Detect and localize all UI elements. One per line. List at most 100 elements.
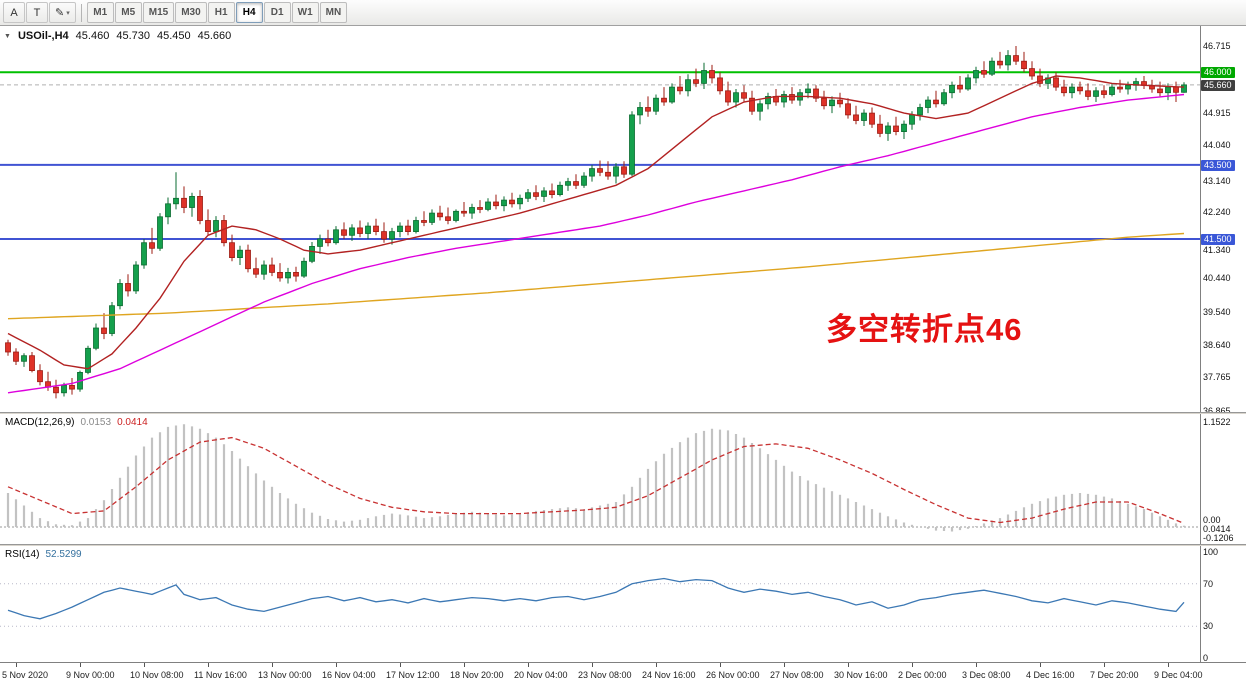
ohlc-toggle-icon[interactable]: ▼ — [4, 32, 11, 40]
rsi-line — [7, 577, 1185, 620]
rsi-name: RSI(14) — [5, 549, 40, 560]
rsi-value: 52.5299 — [45, 549, 82, 560]
price-axis-label: 46.715 — [1203, 40, 1231, 51]
rsi-axis-label: 0 — [1203, 653, 1209, 662]
rsi-panel-splitter[interactable] — [0, 544, 1246, 546]
timeframe-button-h4[interactable]: H4 — [235, 2, 263, 23]
time-axis-label: 27 Nov 08:00 — [770, 670, 824, 680]
macd-panel: MACD(12,26,9) 0.0153 0.0414 1.1522 0.00 0.… — [0, 414, 1246, 544]
time-tick — [464, 663, 465, 667]
ma-magenta-line — [7, 93, 1185, 394]
rsi-axis: 100 70 30 0 — [1200, 546, 1246, 662]
price-axis-label: 38.640 — [1203, 340, 1231, 350]
timeframe-button-m1[interactable]: M1 — [86, 2, 114, 23]
macd-histogram — [6, 424, 1186, 532]
toolbar: A T ✎ ▾ M1 M5 M15 M30 H1 H4 D1 W1 MN — [0, 0, 1246, 26]
timeframe-button-d1[interactable]: D1 — [263, 2, 291, 23]
ma-orange-line — [7, 232, 1185, 320]
time-axis-label: 9 Dec 04:00 — [1154, 670, 1203, 680]
time-tick — [272, 663, 273, 667]
timeframe-button-m15[interactable]: M15 — [142, 2, 175, 23]
time-tick — [592, 663, 593, 667]
rsi-axis-label: 70 — [1203, 578, 1214, 589]
time-tick — [1168, 663, 1169, 667]
main-chart-panel: ▼ USOil-,H4 45.460 45.730 45.450 45.660 … — [0, 26, 1246, 412]
time-axis-label: 16 Nov 04:00 — [322, 670, 376, 680]
chart-annotation-text: 多空转折点46 — [826, 312, 1023, 347]
rsi-canvas — [0, 577, 1200, 627]
time-tick — [656, 663, 657, 667]
time-tick — [336, 663, 337, 667]
macd-name: MACD(12,26,9) — [5, 417, 75, 428]
timeframe-button-w1[interactable]: W1 — [291, 2, 319, 23]
macd-axis: 1.1522 0.00 0.0414 -0.1206 — [1200, 414, 1246, 544]
rsi-label: RSI(14) 52.5299 — [5, 549, 82, 560]
macd-axis-label: 1.1522 — [1203, 417, 1231, 427]
candlesticks — [5, 46, 1187, 399]
price-chart-surface[interactable]: ▼ USOil-,H4 45.460 45.730 45.450 45.660 … — [0, 26, 1200, 412]
time-axis-label: 23 Nov 08:00 — [578, 670, 632, 680]
rsi-axis-label: 100 — [1203, 547, 1219, 557]
price-axis-label: 36.865 — [1203, 405, 1231, 412]
pencil-icon: ✎ — [55, 7, 65, 19]
time-axis-label: 10 Nov 08:00 — [130, 670, 184, 680]
time-axis-label: 20 Nov 04:00 — [514, 670, 568, 680]
timeframe-button-mn[interactable]: MN — [319, 2, 348, 23]
horizontal-lines — [0, 71, 1200, 240]
time-axis-label: 30 Nov 16:00 — [834, 670, 888, 680]
price-level-badge: 41.500 — [1201, 234, 1235, 245]
text-label-tool-button[interactable]: A — [3, 2, 25, 23]
high-value: 45.730 — [116, 30, 150, 42]
low-value: 45.450 — [156, 30, 191, 42]
time-tick — [16, 663, 17, 667]
time-tick — [1040, 663, 1041, 667]
price-axis-label: 44.040 — [1203, 139, 1231, 150]
price-level-badge: 43.500 — [1201, 159, 1235, 171]
timeframe-group: M1 M5 M15 M30 H1 H4 D1 W1 MN — [86, 2, 348, 23]
macd-signal-line — [7, 436, 1185, 525]
timeframe-button-m30[interactable]: M30 — [175, 2, 207, 23]
time-axis-label: 11 Nov 16:00 — [194, 670, 247, 680]
timeframe-button-h1[interactable]: H1 — [207, 2, 235, 23]
time-axis[interactable]: 5 Nov 2020 9 Nov 00:00 10 Nov 08:00 11 Nov … — [0, 662, 1246, 694]
rsi-chart-surface[interactable]: RSI(14) 52.5299 — [0, 546, 1200, 662]
time-axis-label: 24 Nov 16:00 — [642, 670, 696, 680]
price-axis-label: 40.440 — [1203, 273, 1231, 284]
macd-value: 0.0153 — [80, 417, 112, 428]
macd-signal-value: 0.0414 — [117, 417, 148, 428]
time-tick — [912, 663, 913, 667]
text-box-tool-button[interactable]: T — [26, 2, 48, 23]
time-axis-label: 17 Nov 12:00 — [386, 670, 440, 680]
price-chart-canvas — [0, 46, 1200, 399]
price-level-badge: 46.000 — [1201, 67, 1235, 79]
time-axis-label: 5 Nov 2020 — [2, 670, 49, 680]
price-axis-label: 39.540 — [1203, 306, 1231, 317]
time-tick — [1104, 663, 1105, 667]
time-tick — [208, 663, 209, 667]
price-axis-label: 44.915 — [1203, 107, 1231, 118]
time-axis-label: 3 Dec 08:00 — [962, 670, 1011, 680]
macd-panel-splitter[interactable] — [0, 412, 1246, 414]
rsi-axis-label: 30 — [1203, 621, 1214, 632]
time-axis-label: 13 Nov 00:00 — [258, 670, 312, 680]
symbol-period-label: USOil-,H4 — [17, 30, 69, 42]
timeframe-button-m5[interactable]: M5 — [114, 2, 142, 23]
price-axis-label: 43.140 — [1203, 176, 1231, 187]
price-axis-label: 41.340 — [1203, 245, 1231, 255]
time-tick — [144, 663, 145, 667]
time-axis-label: 26 Nov 00:00 — [706, 670, 760, 680]
time-axis-label: 18 Nov 20:00 — [450, 670, 504, 680]
price-axis: 46.715 46.000 45.660 44.915 44.040 43.500 43.1… — [1200, 26, 1246, 412]
price-axis-label: 37.765 — [1203, 372, 1231, 383]
macd-axis-label: -0.1206 — [1203, 533, 1234, 543]
chevron-down-icon: ▾ — [66, 9, 70, 17]
macd-chart-surface[interactable]: MACD(12,26,9) 0.0153 0.0414 — [0, 414, 1200, 544]
macd-canvas — [0, 424, 1200, 532]
drawing-tools-button[interactable]: ✎ ▾ — [49, 2, 76, 23]
macd-axis-label: 0.00 — [1203, 515, 1221, 525]
close-value: 45.660 — [197, 30, 232, 42]
time-axis-label: 7 Dec 20:00 — [1090, 670, 1139, 680]
ma-red-line — [7, 75, 1185, 370]
macd-label: MACD(12,26,9) 0.0153 0.0414 — [5, 417, 148, 428]
